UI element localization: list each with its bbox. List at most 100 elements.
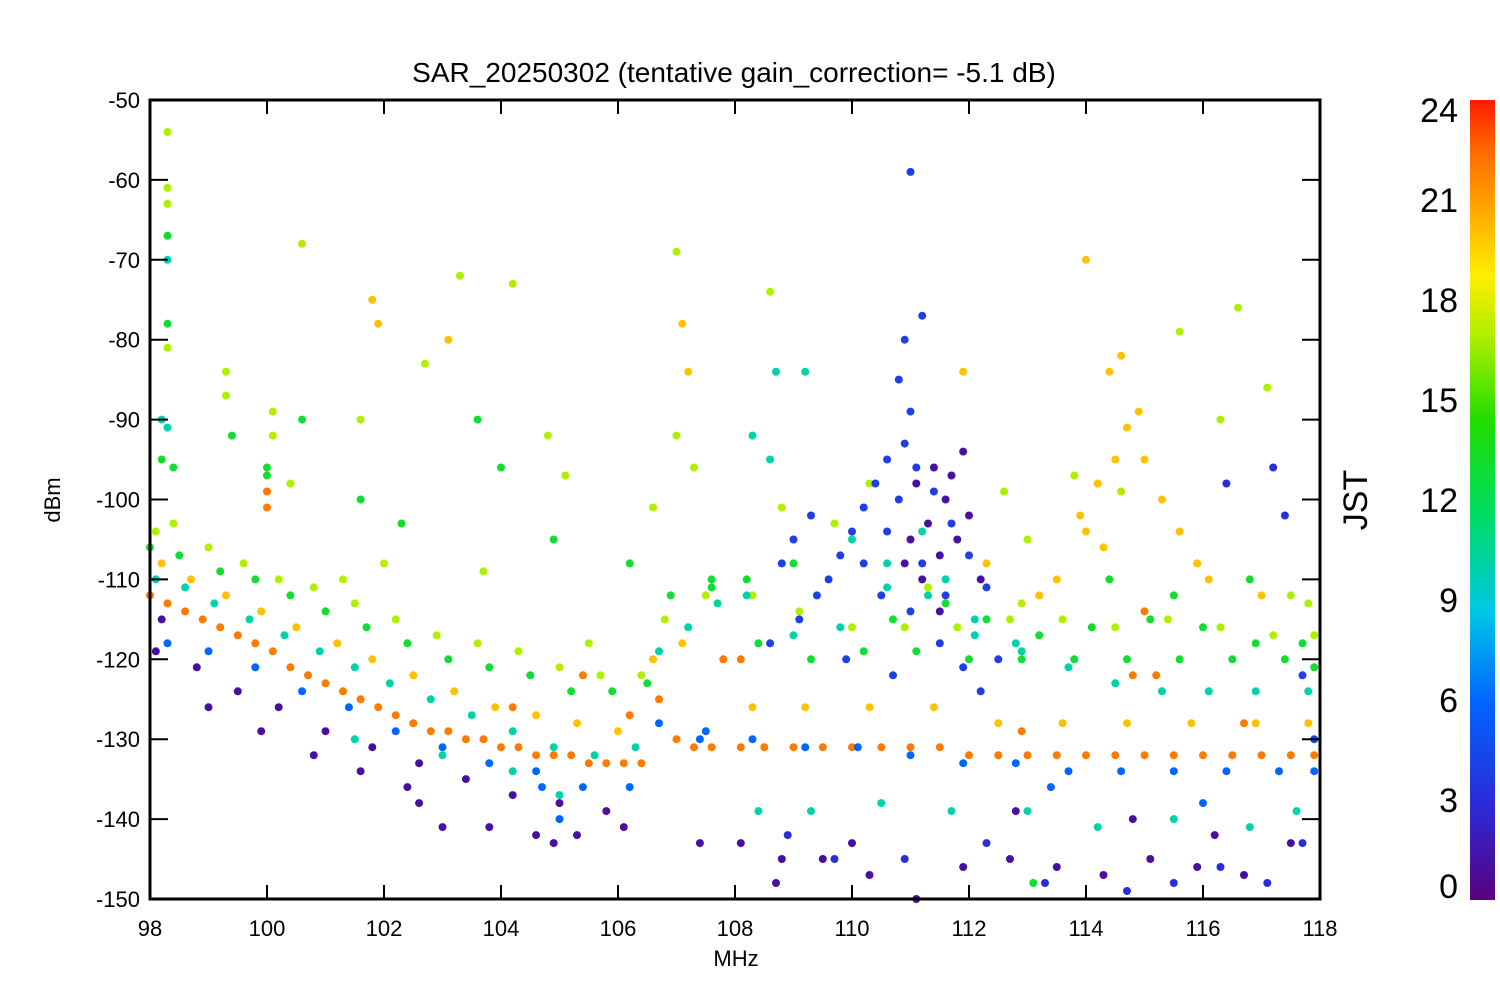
data-point bbox=[906, 167, 915, 176]
data-point bbox=[163, 231, 172, 240]
data-point bbox=[169, 519, 178, 528]
data-point bbox=[906, 743, 915, 752]
data-point bbox=[602, 759, 611, 768]
data-point bbox=[1304, 719, 1313, 728]
y-axis-ticks: -50 -60 -70 -80 -90 -100 -110 -120 -130 -140 -150 bbox=[96, 88, 1320, 912]
data-point bbox=[426, 695, 435, 704]
data-point bbox=[391, 711, 400, 720]
data-point bbox=[1111, 623, 1120, 632]
data-point bbox=[1128, 815, 1137, 824]
data-point bbox=[485, 759, 494, 768]
data-point bbox=[1193, 559, 1202, 568]
data-point bbox=[1064, 663, 1073, 672]
data-point bbox=[842, 655, 851, 664]
data-point bbox=[1046, 783, 1055, 792]
data-point bbox=[1158, 495, 1166, 504]
data-point bbox=[619, 759, 628, 768]
data-point bbox=[456, 271, 464, 280]
data-point bbox=[672, 431, 681, 440]
colorbar-tick-label: 9 bbox=[1439, 582, 1458, 620]
data-point bbox=[1251, 687, 1260, 696]
data-point bbox=[1140, 751, 1149, 760]
data-point bbox=[1093, 479, 1102, 488]
data-point bbox=[1245, 823, 1254, 832]
data-point bbox=[736, 655, 745, 664]
data-point bbox=[883, 559, 892, 568]
data-point bbox=[801, 703, 810, 712]
data-point bbox=[918, 527, 927, 536]
data-point bbox=[912, 647, 921, 656]
data-point bbox=[959, 759, 968, 768]
data-point bbox=[286, 479, 295, 488]
y-tick-label: -50 bbox=[108, 88, 140, 113]
data-point bbox=[356, 415, 365, 424]
data-point bbox=[485, 663, 494, 672]
data-point bbox=[736, 743, 745, 752]
x-tick-label: 102 bbox=[366, 916, 403, 941]
data-point bbox=[865, 871, 874, 879]
data-point bbox=[1082, 255, 1090, 264]
data-point bbox=[1082, 751, 1090, 760]
data-point bbox=[263, 503, 271, 512]
data-point bbox=[263, 487, 271, 496]
data-point bbox=[222, 367, 230, 376]
data-point bbox=[151, 647, 160, 656]
data-point bbox=[935, 607, 944, 616]
data-point bbox=[1023, 751, 1032, 760]
data-point bbox=[1298, 639, 1307, 648]
x-tick-label: 110 bbox=[834, 916, 869, 941]
data-point bbox=[848, 535, 856, 544]
data-point bbox=[584, 639, 593, 648]
data-point bbox=[1234, 303, 1243, 312]
data-point bbox=[1111, 455, 1120, 464]
data-point bbox=[655, 719, 663, 728]
data-point bbox=[637, 671, 646, 680]
data-point bbox=[1017, 599, 1026, 608]
data-point bbox=[783, 831, 792, 840]
data-point bbox=[415, 799, 424, 808]
data-point bbox=[766, 639, 775, 648]
data-point bbox=[508, 703, 517, 712]
data-point bbox=[151, 527, 160, 536]
data-point bbox=[789, 535, 798, 544]
data-point bbox=[1310, 631, 1319, 640]
data-point bbox=[473, 639, 482, 648]
x-tick-label: 98 bbox=[138, 916, 162, 941]
data-point bbox=[1310, 767, 1319, 776]
data-point bbox=[965, 751, 973, 760]
data-point bbox=[1228, 655, 1237, 664]
data-point bbox=[321, 727, 330, 736]
data-point bbox=[1169, 751, 1178, 760]
data-point bbox=[1099, 871, 1108, 879]
data-point bbox=[1052, 575, 1061, 584]
data-point bbox=[935, 639, 944, 648]
data-point bbox=[555, 815, 564, 824]
data-point bbox=[789, 631, 798, 640]
data-point bbox=[625, 559, 634, 568]
data-point bbox=[812, 591, 821, 600]
colorbar-ticks: 24 21 18 15 12 9 6 3 0 bbox=[1420, 92, 1458, 906]
data-point bbox=[216, 567, 225, 576]
data-point bbox=[1093, 823, 1102, 832]
data-point bbox=[1275, 767, 1283, 776]
x-tick-label: 100 bbox=[249, 916, 286, 941]
data-point bbox=[584, 759, 593, 768]
data-point bbox=[596, 671, 605, 680]
data-point bbox=[1240, 719, 1248, 728]
data-point bbox=[1245, 575, 1254, 584]
data-point bbox=[965, 655, 973, 664]
data-point bbox=[298, 239, 307, 248]
data-point bbox=[619, 823, 628, 832]
data-point bbox=[432, 631, 441, 640]
data-point bbox=[368, 743, 377, 752]
data-point bbox=[976, 575, 985, 584]
data-point bbox=[473, 415, 482, 424]
data-point bbox=[1023, 807, 1032, 816]
data-point bbox=[953, 623, 962, 632]
data-point bbox=[789, 559, 798, 568]
data-point bbox=[567, 751, 576, 760]
data-point bbox=[883, 455, 892, 464]
data-point bbox=[175, 551, 184, 560]
data-point bbox=[222, 591, 230, 600]
